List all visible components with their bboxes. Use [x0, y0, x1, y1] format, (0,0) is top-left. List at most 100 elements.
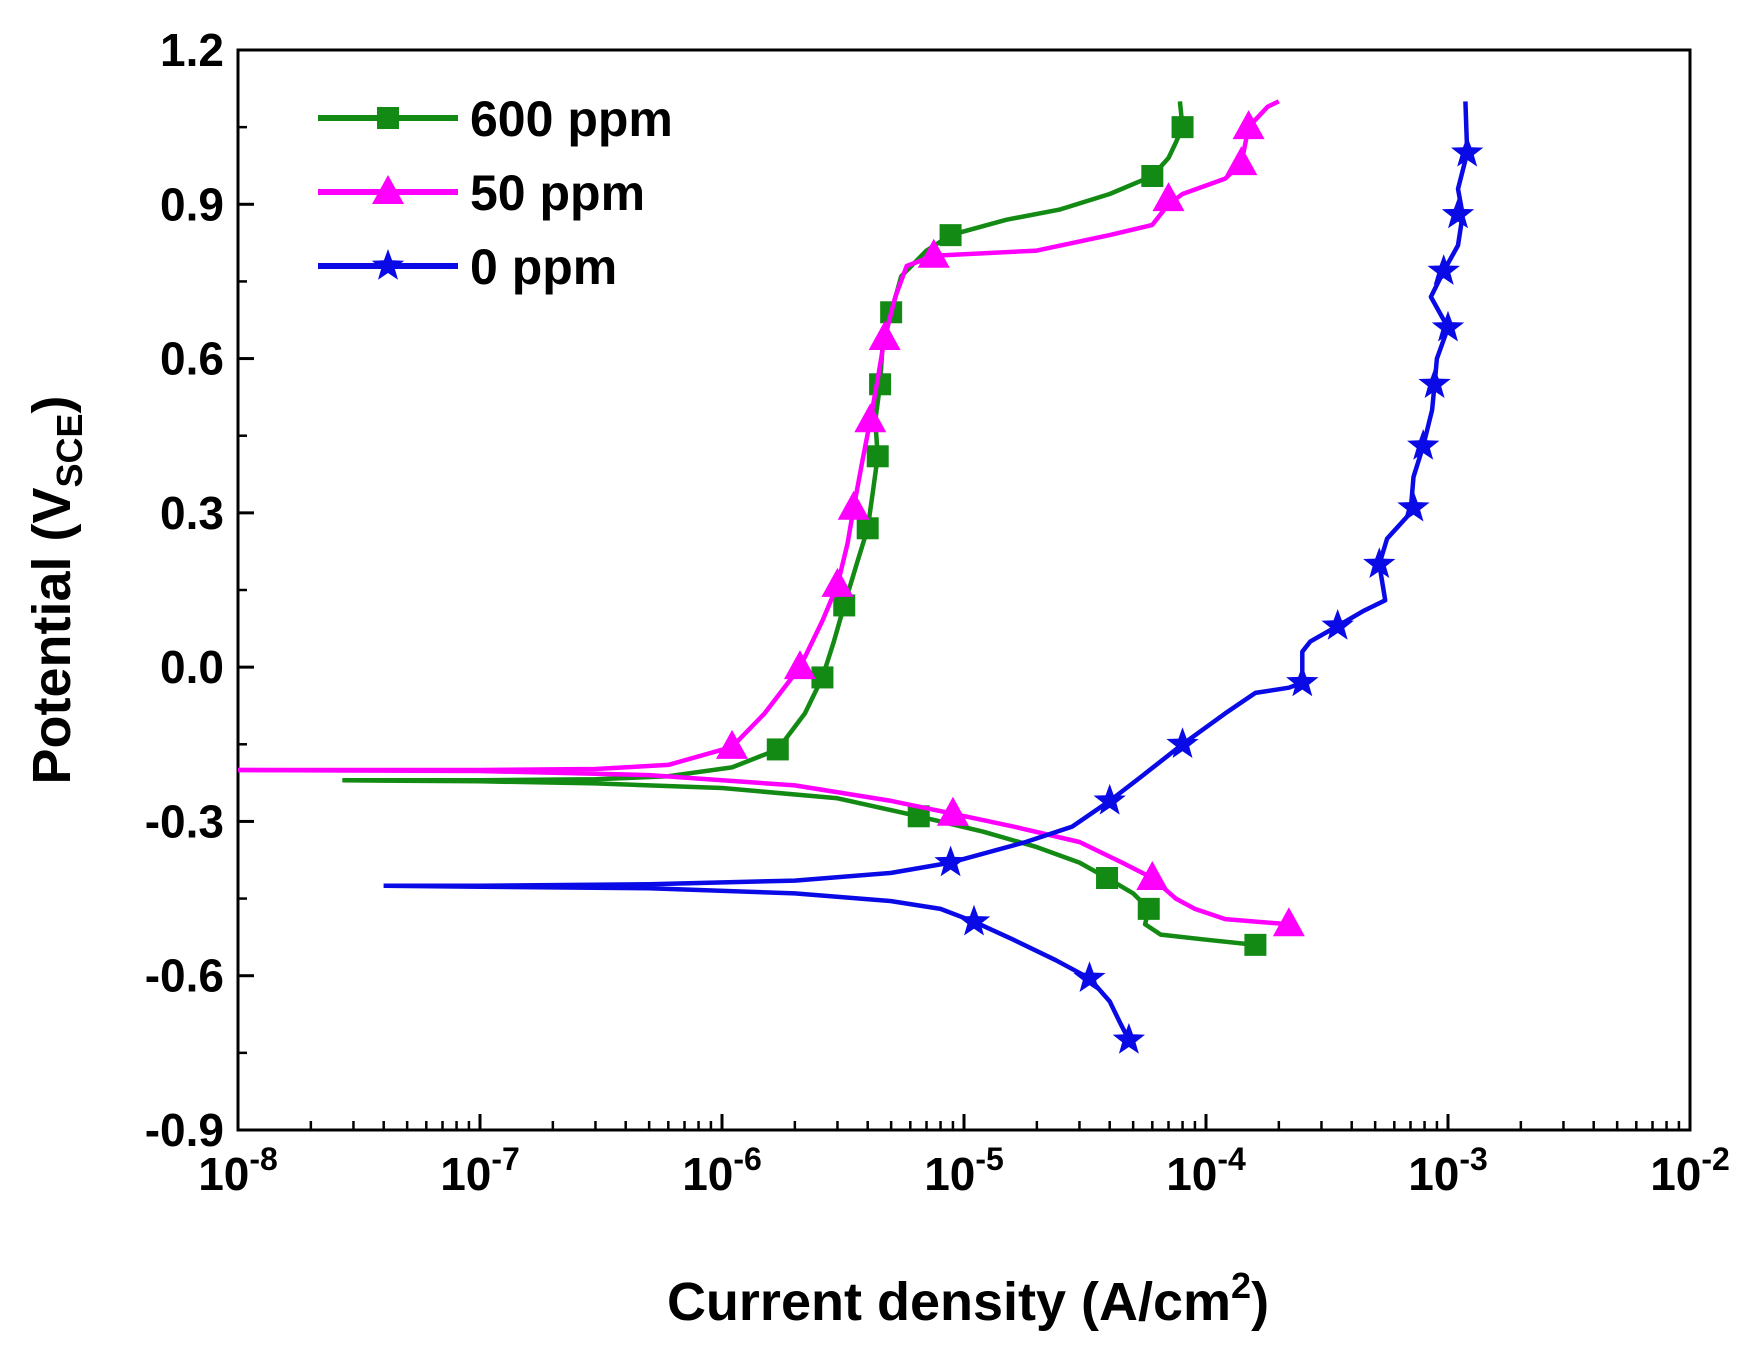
y-axis: 1.2 0.9 0.6 0.3 0.0 -0.3 -0.6 -0.9	[145, 24, 254, 1156]
data-point	[1407, 429, 1440, 460]
data-point	[1321, 609, 1354, 640]
data-point	[1136, 861, 1169, 890]
series-line-600-ppm-anodic	[342, 101, 1185, 783]
x-tick-base: 10	[440, 1148, 491, 1200]
x-axis: 10-8 10-7 10-6 10-5 10-4 10-3 10-2	[198, 1114, 1730, 1200]
data-point	[1363, 547, 1396, 578]
data-point	[1286, 665, 1319, 697]
x-tick-base: 10	[198, 1148, 249, 1200]
plot-frame	[236, 48, 1692, 1132]
data-point	[1427, 254, 1460, 285]
data-point	[1397, 490, 1430, 522]
series-line-600-ppm-cathodic	[342, 778, 1256, 948]
y-tick-label: 0.6	[160, 333, 224, 385]
y-tick-label: -0.3	[145, 795, 224, 847]
data-point	[1073, 961, 1106, 992]
data-point	[907, 805, 930, 828]
y-axis-title-main: Potential (V	[22, 487, 82, 784]
x-tick-label: 10-2	[1650, 1141, 1730, 1200]
x-axis-title: Current density (A/cm2)	[667, 1265, 1269, 1332]
data-point	[766, 738, 789, 761]
x-tick-base: 10	[1408, 1148, 1459, 1200]
data-point	[1451, 135, 1484, 167]
x-tick-base: 10	[1166, 1148, 1217, 1200]
data-point	[917, 238, 950, 268]
x-tick-label: 10-6	[682, 1141, 762, 1200]
y-tick-label: -0.9	[145, 1104, 224, 1156]
y-axis-title-sub: SCE	[49, 413, 90, 487]
y-tick-label: 0.3	[160, 487, 224, 539]
data-point	[1225, 146, 1258, 176]
x-tick-label: 10-5	[924, 1141, 1004, 1200]
data-point	[854, 403, 887, 433]
legend-entry-0-ppm: 0 ppm	[318, 239, 617, 295]
data-point	[837, 490, 870, 520]
legend-entry-50-ppm: 50 ppm	[318, 165, 645, 221]
data-point	[939, 224, 962, 247]
x-tick-exponent: -5	[975, 1141, 1003, 1177]
data-point	[716, 729, 749, 759]
x-tick-exponent: -3	[1459, 1141, 1487, 1177]
legend-entry-600-ppm: 600 ppm	[318, 91, 673, 147]
x-tick-exponent: -2	[1701, 1141, 1729, 1177]
x-tick-base: 10	[1650, 1148, 1701, 1200]
data-point	[957, 904, 991, 936]
y-axis-title-end: )	[22, 395, 82, 413]
x-axis-title-main: Current density (A/cm	[667, 1272, 1231, 1332]
x-tick-exponent: -6	[733, 1141, 761, 1177]
x-tick-label: 10-8	[198, 1141, 278, 1200]
data-point	[1441, 197, 1475, 229]
x-tick-label: 10-4	[1166, 1141, 1246, 1200]
data-point	[1232, 110, 1265, 140]
y-tick-label: 0.9	[160, 178, 224, 230]
data-point	[1244, 933, 1267, 956]
y-tick-label: -0.6	[145, 950, 224, 1002]
data-point	[833, 594, 856, 617]
data-point	[1166, 727, 1199, 758]
x-tick-base: 10	[924, 1148, 975, 1200]
data-point	[1418, 367, 1451, 398]
series-0-ppm	[383, 101, 1484, 1054]
x-tick-label: 10-3	[1408, 1141, 1488, 1200]
data-point	[856, 517, 879, 540]
data-point	[1152, 182, 1185, 212]
data-point	[1141, 165, 1164, 187]
data-point	[868, 321, 901, 350]
series-line-50-ppm-anodic	[238, 99, 1280, 773]
x-tick-exponent: -8	[249, 1141, 277, 1177]
data-point	[934, 845, 967, 877]
data-point	[1171, 116, 1194, 139]
data-point	[1096, 867, 1119, 889]
x-tick-label: 10-7	[440, 1141, 520, 1200]
data-point	[783, 650, 816, 680]
y-tick-label: 1.2	[160, 24, 224, 76]
x-tick-exponent: -7	[491, 1141, 519, 1177]
data-point	[811, 666, 834, 689]
data-point	[1272, 907, 1305, 937]
y-tick-label: 0.0	[160, 641, 224, 693]
x-tick-base: 10	[682, 1148, 733, 1200]
legend: 600 ppm 50 ppm 0 ppm	[318, 91, 673, 295]
legend-label: 0 ppm	[470, 239, 617, 295]
series-line-0-ppm-cathodic	[383, 883, 1131, 1042]
x-axis-title-end: )	[1251, 1272, 1269, 1332]
data-point	[1112, 1023, 1145, 1054]
data-point	[936, 796, 969, 826]
series-layer	[237, 99, 1484, 1054]
legend-swatch-marker	[372, 175, 404, 204]
data-point	[866, 445, 889, 468]
series-50-ppm	[237, 99, 1305, 937]
x-axis-title-sup: 2	[1231, 1265, 1251, 1306]
x-tick-exponent: -4	[1217, 1141, 1246, 1177]
plot-area	[236, 48, 1692, 1132]
data-point	[821, 567, 854, 597]
legend-swatch-marker	[371, 249, 405, 280]
data-point	[1137, 897, 1160, 920]
legend-label: 50 ppm	[470, 165, 645, 221]
legend-label: 600 ppm	[470, 91, 673, 147]
data-point	[1093, 783, 1126, 815]
y-axis-title: Potential (VSCE)	[22, 395, 90, 784]
data-point	[1431, 310, 1465, 342]
series-line-0-ppm-anodic	[383, 101, 1470, 888]
